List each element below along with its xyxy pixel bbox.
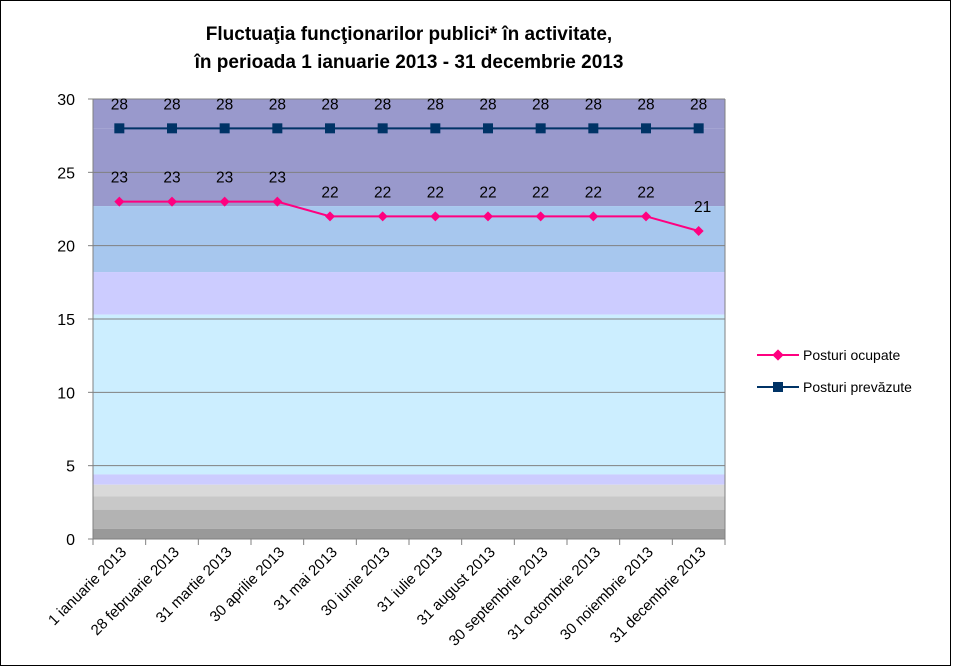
series-1-point-7 — [483, 123, 493, 134]
legend-item-posturi-prevazute: Posturi prevăzute — [757, 376, 912, 398]
plot-band-9 — [93, 528, 725, 539]
series-0-data-label-6: 22 — [427, 184, 444, 201]
legend-swatch-ocupate — [757, 348, 799, 362]
series-0-point-3 — [272, 196, 283, 207]
y-tick-label-4: 20 — [57, 239, 75, 256]
plot-band-1 — [93, 128, 725, 207]
series-0-point-6 — [430, 211, 441, 222]
x-tick-label-8: 30 septembrie 2013 — [446, 544, 552, 650]
series-0-data-label-9: 22 — [585, 184, 602, 201]
x-tick-label-11: 31 decembrie 2013 — [607, 544, 710, 647]
series-0-data-label-7: 22 — [479, 184, 496, 201]
series-1-point-3 — [272, 123, 283, 134]
series-0-data-label-1: 23 — [163, 170, 180, 187]
series-0-data-label-10: 22 — [637, 184, 654, 201]
series-0-data-label-11: 21 — [694, 199, 711, 216]
series-1-point-5 — [377, 123, 388, 134]
series-0-point-0 — [114, 196, 125, 207]
plot-band-7 — [93, 496, 725, 510]
plot-band-4 — [93, 314, 725, 475]
series-0-point-8 — [535, 211, 546, 222]
series-1-point-8 — [535, 123, 546, 134]
plot-band-3 — [93, 272, 725, 315]
series-1-point-2 — [219, 123, 230, 134]
series-0-data-label-8: 22 — [532, 184, 549, 201]
series-0-data-label-5: 22 — [374, 184, 391, 201]
series-0-point-5 — [377, 211, 388, 222]
y-tick-label-3: 15 — [57, 312, 75, 329]
series-1-data-label-4: 28 — [321, 96, 338, 113]
series-0-point-9 — [588, 211, 599, 222]
series-0-data-label-3: 23 — [269, 170, 286, 187]
series-0-point-1 — [167, 196, 177, 207]
series-0-point-7 — [483, 211, 493, 222]
series-1-point-6 — [430, 123, 441, 134]
y-tick-label-5: 25 — [57, 165, 75, 182]
series-1-data-label-2: 28 — [216, 96, 233, 113]
series-0-point-4 — [325, 211, 335, 222]
series-1-data-label-5: 28 — [374, 96, 391, 113]
series-1-data-label-8: 28 — [532, 96, 549, 113]
series-1-data-label-3: 28 — [269, 96, 286, 113]
plot-band-5 — [93, 474, 725, 485]
series-1-point-0 — [114, 123, 125, 134]
plot-band-8 — [93, 509, 725, 529]
y-tick-label-2: 10 — [57, 385, 75, 402]
legend-label-ocupate: Posturi ocupate — [803, 347, 901, 363]
series-1-data-label-11: 28 — [690, 96, 707, 113]
legend: Posturi ocupate Posturi prevăzute — [757, 344, 912, 408]
series-0-data-label-2: 23 — [216, 170, 233, 187]
series-1-data-label-7: 28 — [479, 96, 496, 113]
series-0-point-2 — [219, 196, 230, 207]
y-tick-label-1: 5 — [66, 459, 75, 476]
series-0-point-10 — [641, 211, 651, 222]
plot-band-6 — [93, 484, 725, 497]
y-tick-label-0: 0 — [66, 532, 75, 549]
series-1-data-label-6: 28 — [427, 96, 444, 113]
series-1-point-11 — [693, 123, 704, 134]
legend-label-prevazute: Posturi prevăzute — [803, 379, 912, 395]
chart-title-line1: Fluctuaţia funcţionarilor publici* în ac… — [205, 24, 613, 45]
legend-item-posturi-ocupate: Posturi ocupate — [757, 344, 912, 366]
series-0-point-11 — [693, 226, 704, 236]
series-1-data-label-0: 28 — [111, 96, 128, 113]
series-1-data-label-10: 28 — [637, 96, 654, 113]
series-1-point-1 — [167, 123, 177, 134]
series-0-data-label-4: 22 — [321, 184, 338, 201]
series-1-data-label-9: 28 — [585, 96, 602, 113]
series-1-point-4 — [325, 123, 335, 134]
series-1-point-10 — [641, 123, 651, 134]
chart-title: Fluctuaţia funcţionarilor publici* în ac… — [93, 21, 725, 77]
series-0-data-label-0: 23 — [111, 170, 128, 187]
x-tick-label-1: 28 februarie 2013 — [88, 544, 183, 639]
legend-swatch-prevazute — [757, 380, 799, 394]
x-tick-label-9: 31 octombrie 2013 — [504, 544, 604, 644]
plot-band-0 — [93, 99, 725, 129]
series-line-0 — [119, 200, 699, 232]
chart-title-line2: în perioada 1 ianuarie 2013 - 31 decembr… — [194, 52, 624, 73]
series-1-data-label-1: 28 — [163, 96, 180, 113]
x-tick-label-10: 30 noiembrie 2013 — [557, 544, 657, 644]
series-1-point-9 — [588, 123, 599, 134]
y-tick-label-6: 30 — [57, 92, 75, 109]
